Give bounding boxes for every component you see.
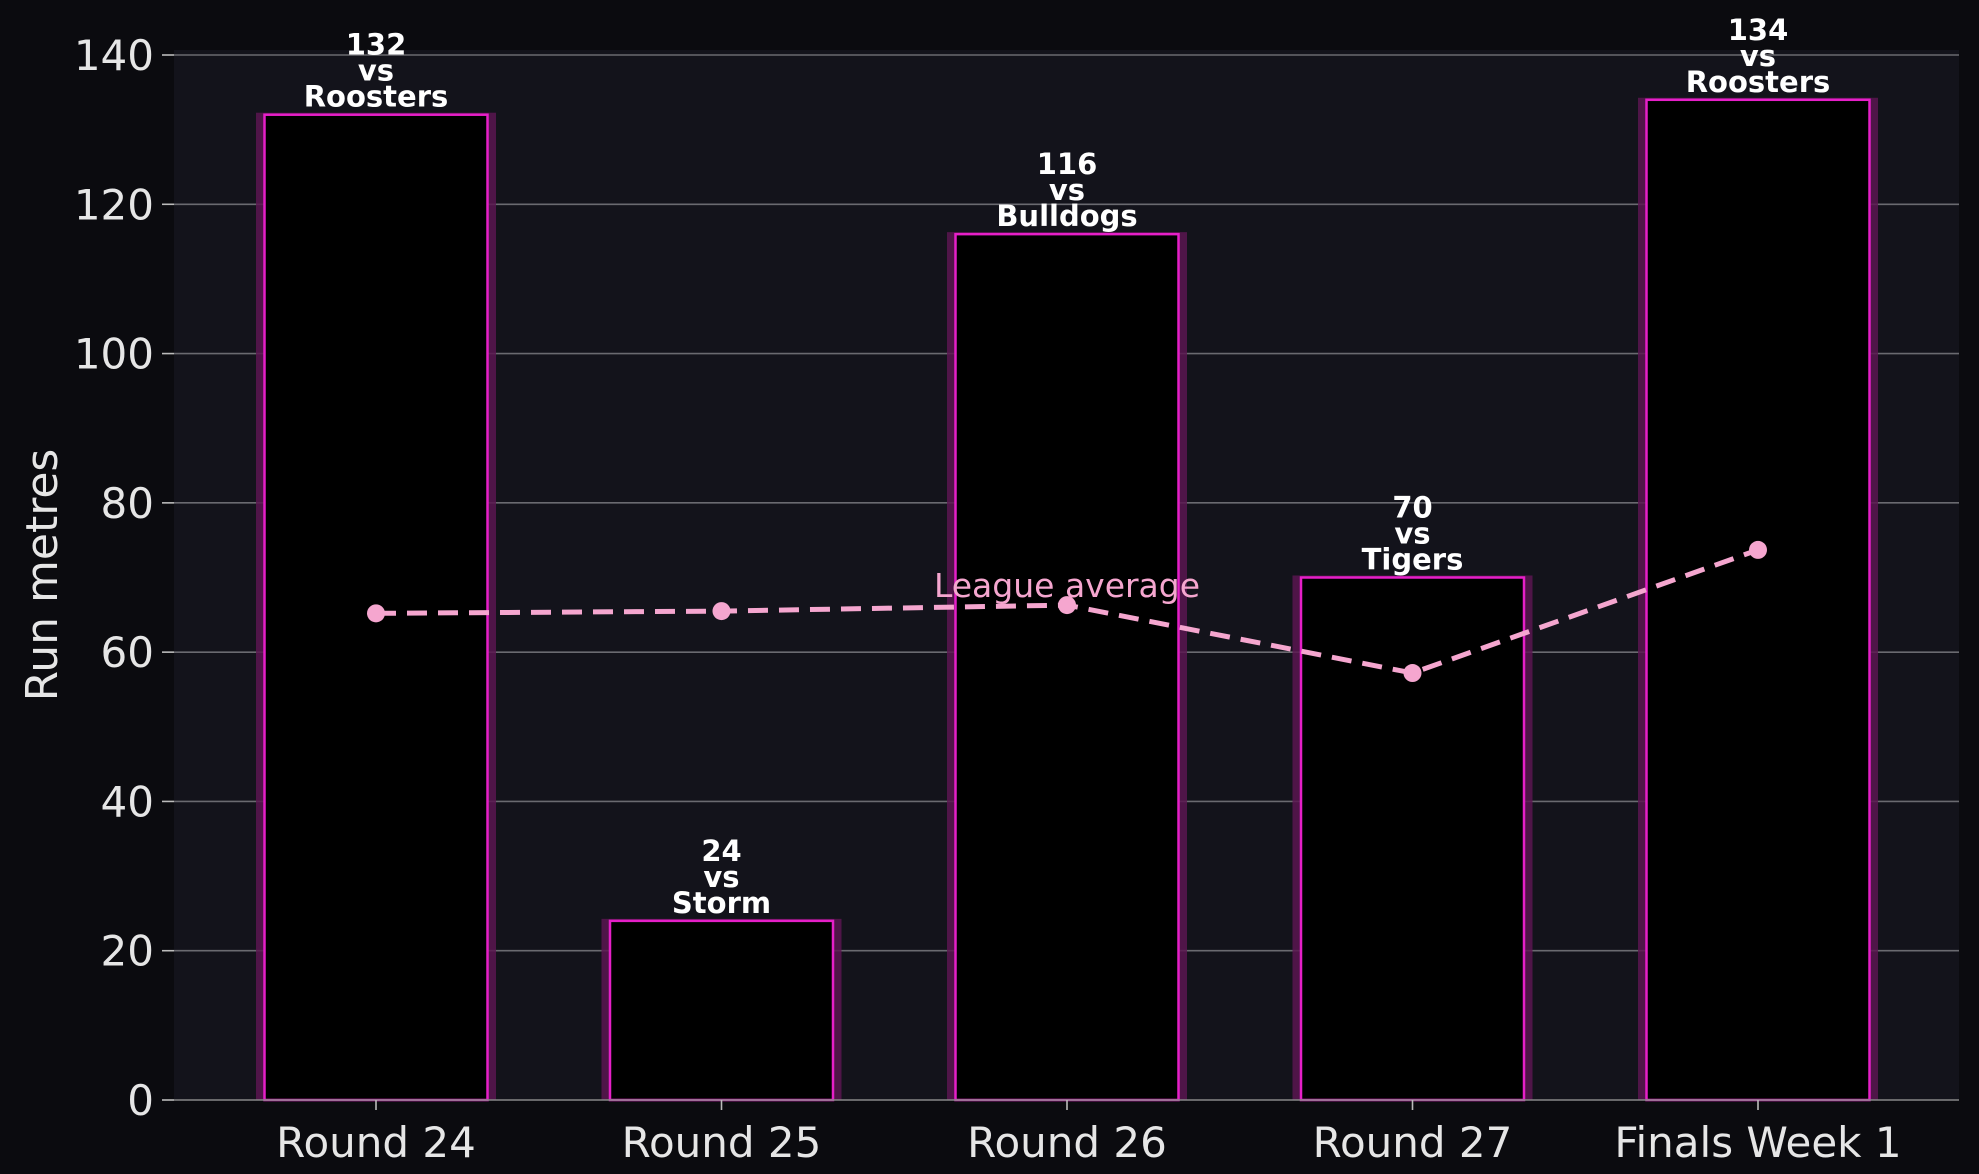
y-tick-label: 40: [101, 777, 154, 826]
bar-data-label: 116: [1037, 147, 1098, 181]
x-tick-label: Round 25: [622, 1118, 822, 1167]
y-tick-label: 120: [74, 180, 154, 229]
bar-data-label: 132: [346, 28, 407, 62]
y-tick-label: 60: [101, 628, 154, 677]
average-point: [1058, 596, 1076, 615]
bar-data-label: vs: [703, 860, 739, 894]
bar-data-label: vs: [1049, 173, 1085, 207]
y-tick-label: 80: [101, 479, 154, 528]
x-tick-label: Finals Week 1: [1614, 1118, 1901, 1167]
average-point: [1749, 540, 1767, 559]
average-line-label: League average: [934, 566, 1200, 605]
y-tick-label: 20: [101, 927, 154, 976]
y-axis-title: Run metres: [17, 449, 68, 702]
x-tick-label: Round 26: [967, 1118, 1167, 1167]
bar-data-label: 134: [1728, 13, 1789, 47]
bar-data-label: 24: [701, 834, 741, 868]
average-line-layer: League average: [367, 540, 1767, 683]
bar-data-label: Bulldogs: [996, 199, 1137, 233]
bar-label-layer: 132vsRoosters24vsStorm116vsBulldogs70vsT…: [304, 13, 1831, 920]
y-tick-label: 100: [74, 330, 154, 379]
bar-data-label: Storm: [672, 886, 771, 920]
x-tick-label: Round 24: [276, 1118, 476, 1167]
bar-data-label: Tigers: [1362, 543, 1464, 577]
bar: [608, 919, 835, 1102]
bar: [954, 232, 1180, 1102]
x-tick-label: Round 27: [1313, 1118, 1513, 1167]
bar-data-label: Roosters: [304, 80, 449, 114]
bar-data-label: vs: [358, 54, 394, 88]
bar-data-label: 70: [1392, 491, 1432, 525]
average-point: [367, 604, 385, 623]
y-tick-label: 0: [127, 1076, 154, 1125]
bar-data-label: Roosters: [1686, 65, 1831, 99]
bar-data-label: vs: [1394, 517, 1430, 551]
axis-layer: 0 20 40 60 80 100 120 140 Round 24 Round 25 Round …: [74, 31, 1959, 1167]
average-point: [1403, 664, 1422, 683]
bar-data-label: vs: [1740, 39, 1776, 73]
average-point: [712, 602, 731, 621]
bar: [1645, 98, 1871, 1102]
y-tick-label: 140: [74, 31, 154, 80]
